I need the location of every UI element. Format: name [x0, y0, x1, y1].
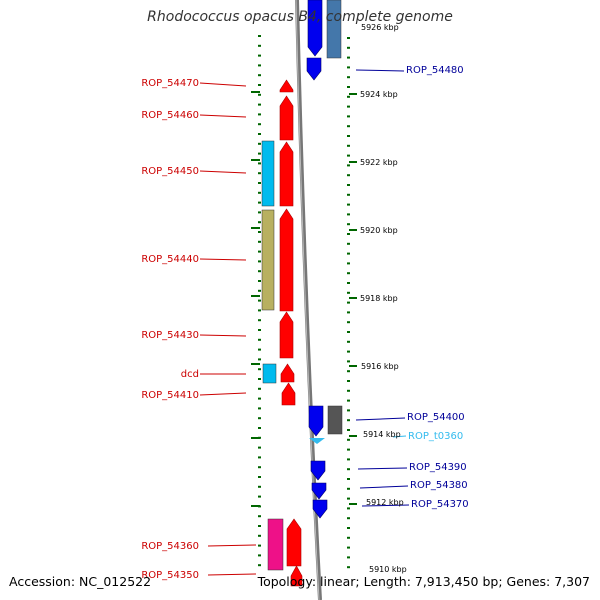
leader-line-right	[359, 485, 409, 489]
gene-arrow-rop-54380	[311, 482, 327, 500]
topology-text: Topology: linear; Length: 7,913,450 bp; …	[258, 574, 590, 589]
gene-arrow-dcd	[280, 363, 295, 383]
label-leader-lines	[199, 69, 410, 576]
kbp-scale-label: 5920 kbp	[360, 226, 398, 235]
gene-arrow-rop-54460	[279, 95, 294, 141]
genome-backbone-highlight	[295, 0, 320, 600]
gene-box-dcd-cog	[262, 363, 277, 384]
leader-line-left	[199, 392, 247, 396]
kbp-scale-label: 5924 kbp	[360, 90, 398, 99]
leader-line-left	[207, 544, 257, 547]
genome-title: Rhodococcus opacus B4, complete genome	[147, 9, 453, 25]
leader-line-left	[199, 114, 247, 118]
gene-label-left: ROP_54410	[141, 390, 199, 401]
gene-arrow-rop-54370	[312, 499, 328, 519]
gene-arrow-rop-54430	[279, 311, 294, 359]
gene-label-left: ROP_54440	[141, 254, 199, 265]
leader-line-left	[199, 82, 247, 87]
gene-label-left: ROP_54460	[141, 110, 199, 121]
gene-label-left: ROP_54360	[141, 541, 199, 552]
gene-label-left: ROP_54450	[141, 166, 199, 177]
gene-label-right: ROP_t0360	[408, 431, 463, 442]
gene-arrow-rop-54360	[286, 518, 302, 567]
gene-label-right: ROP_54390	[409, 462, 467, 473]
leader-line-right	[355, 417, 406, 421]
gene-box-rop-54400-cog	[327, 405, 343, 435]
gene-features	[261, 0, 343, 587]
gene-label-right: ROP_54400	[407, 412, 465, 423]
leader-line-right	[392, 435, 407, 438]
gene-arrow-rop-54450	[279, 141, 294, 207]
left-track-ticks	[251, 35, 261, 567]
gene-label-left: dcd	[181, 369, 199, 380]
leader-line-right	[355, 69, 405, 72]
gene-box-rop-54450-cog	[261, 140, 275, 207]
genome-backbone	[295, 0, 322, 600]
gene-box-rop-54360-cog	[267, 518, 284, 571]
gene-trna-rop-t0360	[309, 438, 325, 444]
kbp-scale-label: 5910 kbp	[369, 565, 407, 574]
leader-line-right	[361, 504, 410, 507]
gene-label-left: ROP_54350	[141, 570, 199, 581]
right-track-ticks	[347, 37, 357, 569]
gene-labels: ROP_54470 ROP_54460 ROP_54450 ROP_54440 ROP_…	[141, 65, 468, 581]
gene-arrow-rop-54390	[310, 460, 326, 481]
gene-label-right: ROP_54370	[411, 499, 469, 510]
gene-arrow-rop-54410	[281, 382, 296, 406]
leader-line-left	[199, 334, 247, 337]
gene-label-right: ROP_54480	[406, 65, 464, 76]
gene-arrow-rop-54400	[308, 405, 324, 437]
kbp-scale-label: 5916 kbp	[361, 362, 399, 371]
gene-box-top-steel	[326, 0, 342, 59]
gene-label-right: ROP_54380	[410, 480, 468, 491]
gene-arrow-rop-54470	[279, 79, 294, 93]
gene-arrow-rop-54480	[306, 57, 322, 81]
gene-label-left: ROP_54430	[141, 330, 199, 341]
gene-arrow-rop-54350	[290, 565, 303, 587]
accession-text: Accession: NC_012522	[9, 574, 152, 589]
gene-arrow-rop-54440	[279, 208, 294, 312]
kbp-scale-label: 5926 kbp	[361, 23, 399, 32]
leader-line-left	[199, 258, 247, 261]
kbp-scale-label: 5922 kbp	[360, 158, 398, 167]
gene-box-rop-54440-cog	[261, 209, 275, 311]
kbp-scale-label: 5912 kbp	[366, 498, 404, 507]
leader-line-right	[357, 467, 408, 470]
kbp-scale-labels: 5926 kbp 5924 kbp 5922 kbp 5920 kbp 5918 kbp…	[360, 23, 407, 574]
gene-arrow-top-blue	[307, 0, 323, 57]
gene-label-left: ROP_54470	[141, 78, 199, 89]
leader-line-left	[207, 573, 257, 576]
leader-line-left	[199, 170, 247, 174]
topology-value: Topology: linear; Length: 7,913,450 bp; …	[257, 574, 590, 589]
kbp-scale-label: 5914 kbp	[363, 430, 401, 439]
kbp-scale-label: 5918 kbp	[360, 294, 398, 303]
